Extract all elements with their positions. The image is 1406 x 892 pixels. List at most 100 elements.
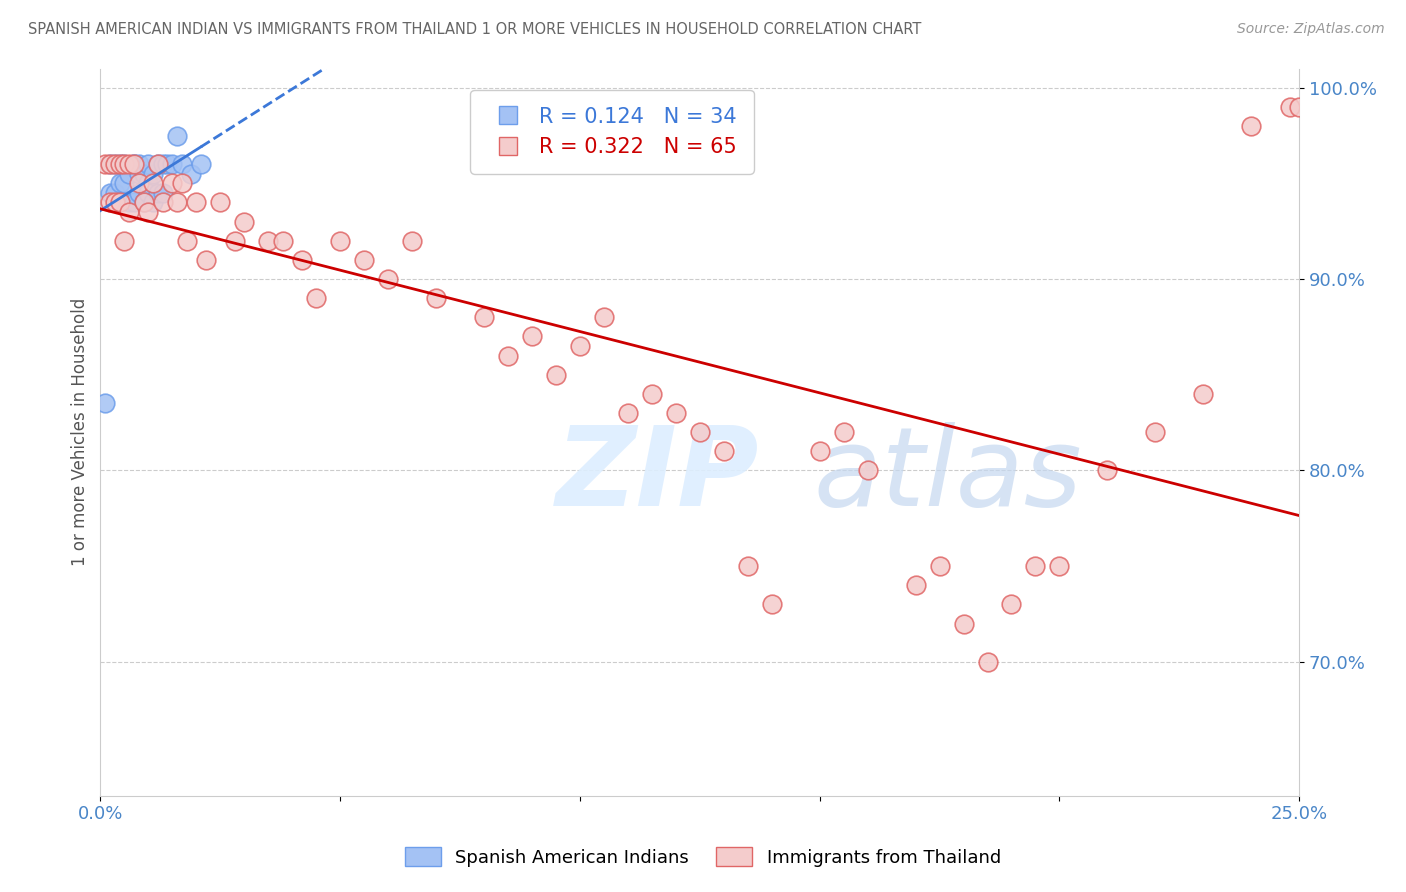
Point: [176, 234, 198, 248]
Point: [136, 157, 159, 171]
Point: [142, 177, 165, 191]
Point: [98, 195, 121, 210]
Point: [136, 177, 159, 191]
Point: [98, 157, 121, 171]
Point: [305, 291, 328, 305]
Point: [1049, 559, 1071, 574]
Point: [808, 444, 831, 458]
Point: [98, 157, 121, 171]
Point: [152, 157, 174, 171]
Point: [1288, 100, 1310, 114]
Legend: R = 0.124   N = 34, R = 0.322   N = 65: R = 0.124 N = 34, R = 0.322 N = 65: [471, 90, 754, 174]
Point: [233, 214, 256, 228]
Point: [186, 195, 208, 210]
Point: [146, 157, 169, 171]
Point: [856, 463, 879, 477]
Point: [112, 234, 135, 248]
Point: [1097, 463, 1119, 477]
Point: [641, 387, 664, 401]
Text: SPANISH AMERICAN INDIAN VS IMMIGRANTS FROM THAILAND 1 OR MORE VEHICLES IN HOUSEH: SPANISH AMERICAN INDIAN VS IMMIGRANTS FR…: [28, 22, 921, 37]
Point: [291, 252, 314, 267]
Point: [568, 339, 591, 353]
Point: [122, 157, 145, 171]
Point: [257, 234, 280, 248]
Point: [353, 252, 375, 267]
Point: [329, 234, 352, 248]
Point: [1024, 559, 1046, 574]
Point: [142, 195, 165, 210]
Text: ZIP: ZIP: [555, 422, 759, 529]
Point: [689, 425, 711, 439]
Point: [108, 157, 131, 171]
Point: [112, 177, 135, 191]
Point: [132, 167, 155, 181]
Point: [156, 157, 179, 171]
Point: [136, 205, 159, 219]
Point: [190, 157, 212, 171]
Point: [118, 195, 141, 210]
Point: [737, 559, 759, 574]
Point: [118, 167, 141, 181]
Point: [401, 234, 423, 248]
Point: [832, 425, 855, 439]
Point: [166, 195, 188, 210]
Point: [146, 157, 169, 171]
Point: [122, 195, 145, 210]
Point: [1144, 425, 1167, 439]
Point: [132, 195, 155, 210]
Point: [112, 157, 135, 171]
Point: [128, 177, 150, 191]
Point: [904, 578, 927, 592]
Point: [180, 167, 202, 181]
Point: [377, 272, 399, 286]
Point: [132, 195, 155, 210]
Text: atlas: atlas: [814, 422, 1083, 529]
Point: [209, 195, 232, 210]
Point: [1240, 119, 1263, 133]
Point: [142, 167, 165, 181]
Point: [472, 310, 495, 325]
Point: [166, 128, 188, 143]
Point: [224, 234, 246, 248]
Point: [976, 655, 998, 669]
Point: [104, 157, 127, 171]
Point: [122, 157, 145, 171]
Point: [128, 167, 150, 181]
Point: [118, 157, 141, 171]
Point: [104, 186, 127, 200]
Point: [271, 234, 294, 248]
Point: [928, 559, 950, 574]
Point: [108, 157, 131, 171]
Point: [128, 157, 150, 171]
Point: [761, 598, 783, 612]
Point: [194, 252, 217, 267]
Point: [592, 310, 614, 325]
Point: [118, 205, 141, 219]
Point: [104, 195, 127, 210]
Point: [952, 616, 974, 631]
Point: [425, 291, 447, 305]
Point: [104, 157, 127, 171]
Point: [1278, 100, 1301, 114]
Point: [713, 444, 735, 458]
Point: [112, 157, 135, 171]
Point: [617, 406, 640, 420]
Point: [162, 157, 184, 171]
Text: Source: ZipAtlas.com: Source: ZipAtlas.com: [1237, 22, 1385, 37]
Point: [544, 368, 567, 382]
Point: [520, 329, 543, 343]
Point: [1000, 598, 1022, 612]
Point: [94, 157, 117, 171]
Point: [162, 177, 184, 191]
Point: [170, 177, 193, 191]
Point: [496, 349, 519, 363]
Point: [108, 195, 131, 210]
Point: [152, 195, 174, 210]
Point: [152, 186, 174, 200]
Point: [146, 186, 169, 200]
Point: [122, 157, 145, 171]
Point: [94, 396, 117, 410]
Point: [136, 186, 159, 200]
Legend: Spanish American Indians, Immigrants from Thailand: Spanish American Indians, Immigrants fro…: [398, 840, 1008, 874]
Point: [170, 157, 193, 171]
